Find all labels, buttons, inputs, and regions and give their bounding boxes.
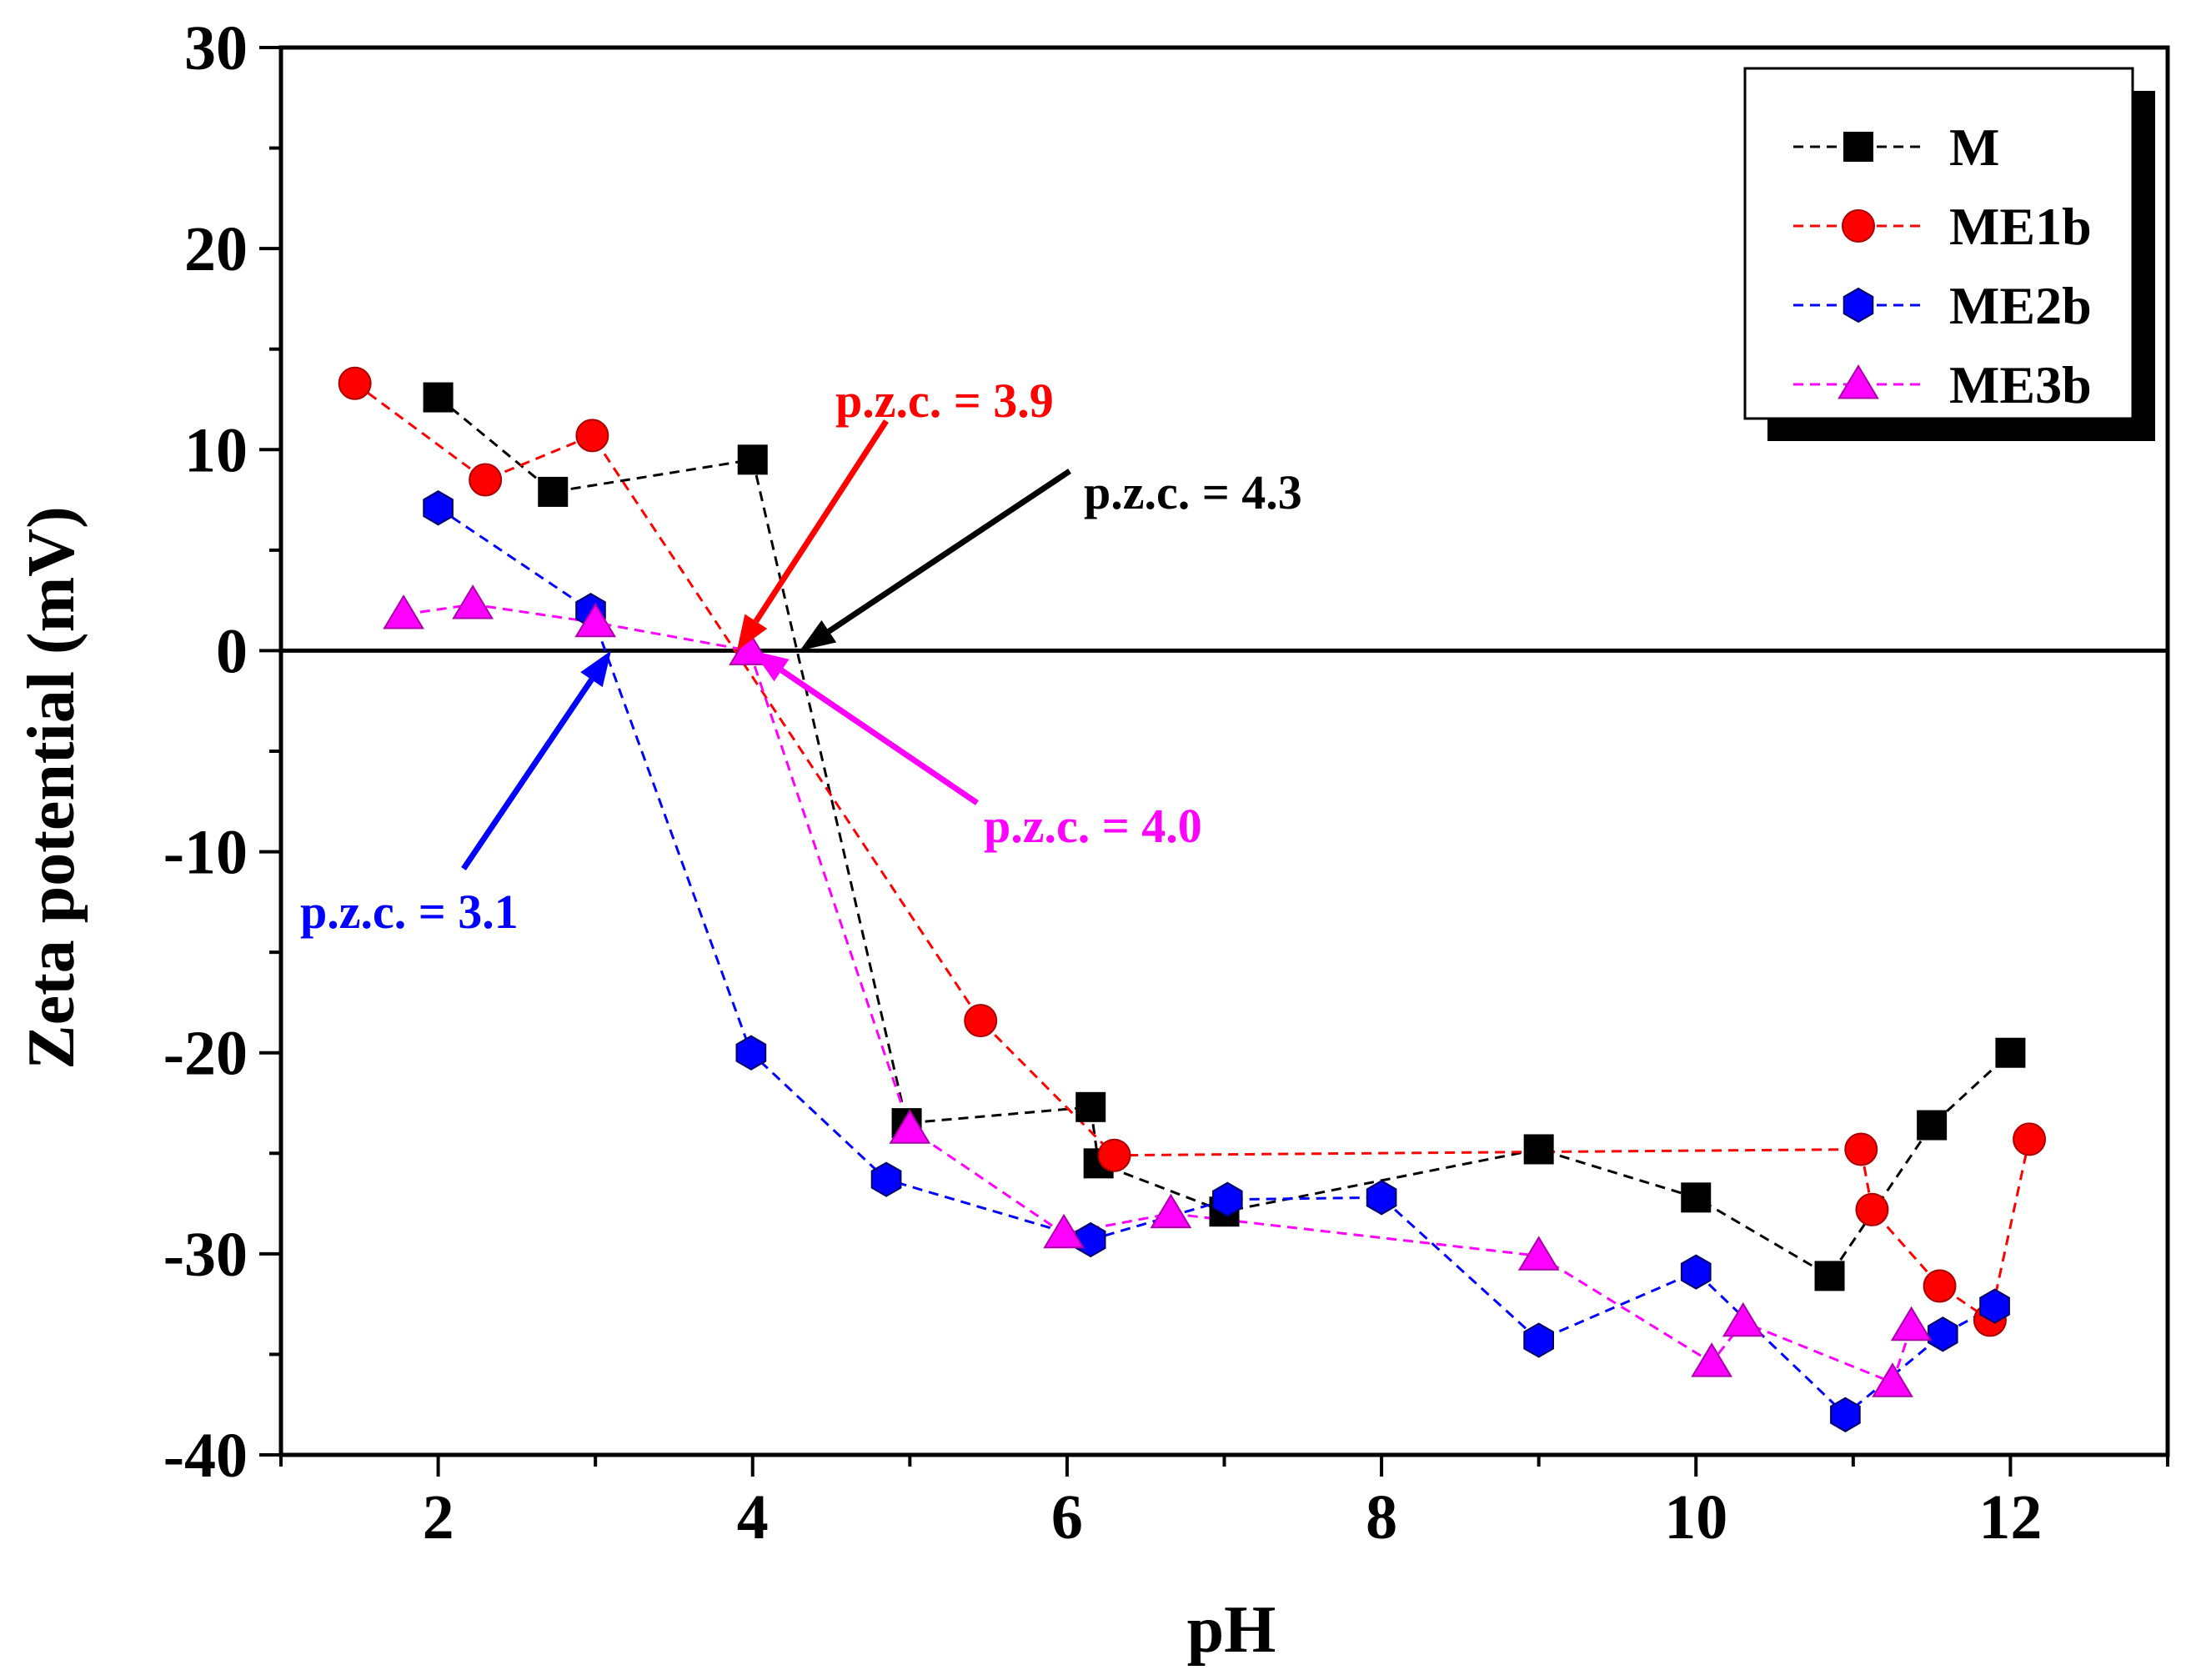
series-line-m	[437, 396, 2012, 1278]
legend-marker-me3b	[1838, 364, 1879, 399]
data-point-me2b	[1523, 1322, 1554, 1358]
legend-marker-me2b	[1843, 287, 1874, 323]
data-point-me2b	[1928, 1316, 1958, 1352]
data-point-m	[737, 444, 768, 475]
data-point-me3b	[1150, 1193, 1192, 1229]
legend-label-me2b: ME2b	[1949, 276, 2092, 335]
y-tick-label: 10	[184, 415, 248, 485]
annotation-arrow-shaft	[780, 668, 979, 805]
legend-label-me3b: ME3b	[1949, 355, 2092, 414]
y-tick-label: -30	[163, 1220, 248, 1290]
data-point-m	[423, 382, 454, 413]
annotation-label: p.z.c. = 3.9	[835, 374, 1054, 428]
data-point-me2b	[870, 1161, 902, 1197]
x-tick-label: 4	[737, 1482, 769, 1552]
data-point-me1b	[2013, 1122, 2047, 1156]
data-point-me3b	[1517, 1236, 1560, 1271]
data-point-m	[1681, 1182, 1712, 1213]
series-line-me1b	[353, 382, 2031, 1322]
data-point-me1b	[1923, 1269, 1957, 1303]
legend-marker-me1b	[1842, 209, 1875, 243]
data-point-m	[1995, 1037, 2026, 1068]
data-point-me3b	[1872, 1362, 1913, 1397]
data-point-me3b	[889, 1109, 931, 1144]
legend-marker-m	[1843, 132, 1873, 162]
annotation-label: p.z.c. = 3.1	[300, 885, 519, 939]
y-tick-label: -20	[163, 1019, 248, 1089]
annotation-arrow-head	[736, 614, 768, 651]
legend-label-m: M	[1949, 118, 1999, 177]
data-point-me3b	[452, 584, 494, 619]
legend-box	[1743, 67, 2134, 420]
data-point-m	[1075, 1091, 1106, 1122]
data-point-me3b	[1890, 1306, 1933, 1341]
annotation-arrow-shaft	[827, 469, 1071, 634]
data-point-me2b	[1830, 1397, 1861, 1432]
data-point-me2b	[1366, 1180, 1397, 1216]
data-point-me1b	[1097, 1138, 1131, 1172]
data-point-m	[538, 476, 569, 507]
y-tick-label: 0	[216, 616, 248, 686]
data-point-m	[1523, 1134, 1554, 1165]
x-tick-label: 6	[1051, 1482, 1083, 1552]
data-point-me2b	[423, 490, 454, 526]
x-tick-label: 8	[1366, 1482, 1397, 1552]
data-point-me2b	[1212, 1181, 1243, 1217]
annotation-arrow-head	[580, 650, 612, 688]
y-tick-label: 20	[184, 214, 248, 284]
x-axis-title: pH	[1187, 1593, 1276, 1667]
data-point-me3b	[1043, 1213, 1085, 1249]
data-point-me3b	[383, 594, 424, 629]
data-point-me2b	[1979, 1288, 2010, 1324]
data-point-me1b	[469, 463, 503, 497]
series-line-me3b	[403, 603, 1913, 1385]
data-point-me2b	[735, 1035, 767, 1071]
annotation-label: p.z.c. = 4.0	[984, 799, 1202, 853]
data-point-me3b	[1691, 1342, 1732, 1377]
annotation-label: p.z.c. = 4.3	[1084, 465, 1302, 519]
data-point-me1b	[1855, 1192, 1889, 1226]
data-point-m	[1814, 1261, 1845, 1291]
y-tick-label: -40	[163, 1421, 248, 1491]
y-axis-title: Zeta potential (mV)	[15, 506, 88, 1069]
data-point-me1b	[575, 419, 609, 453]
data-point-m	[1917, 1110, 1948, 1141]
annotation-arrow-head	[752, 650, 790, 682]
data-point-me3b	[1722, 1301, 1764, 1337]
x-tick-label: 2	[423, 1482, 454, 1552]
y-tick-label: -10	[163, 818, 248, 888]
annotation-arrow-shaft	[753, 419, 889, 624]
x-tick-label: 12	[1978, 1482, 2042, 1552]
series-line-me2b	[437, 506, 1996, 1417]
data-point-me3b	[574, 602, 617, 638]
y-tick-label: 30	[184, 13, 248, 83]
annotation-arrow-shaft	[461, 678, 594, 870]
data-point-me1b	[338, 366, 372, 400]
data-point-me1b	[1844, 1132, 1878, 1166]
x-tick-label: 10	[1664, 1482, 1727, 1552]
data-point-me1b	[964, 1004, 998, 1038]
annotation-arrow-head	[800, 619, 837, 651]
data-point-me2b	[1075, 1221, 1106, 1258]
data-point-me2b	[1680, 1254, 1712, 1290]
legend-label-me1b: ME1b	[1949, 197, 2092, 256]
